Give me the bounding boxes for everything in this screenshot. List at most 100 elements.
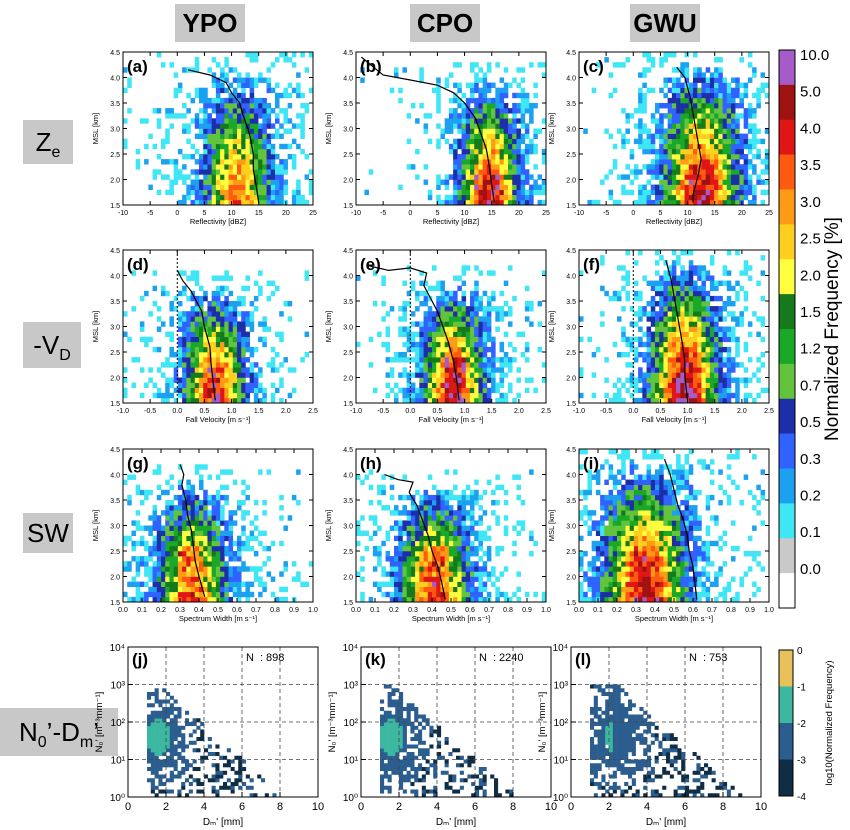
heat-cell (123, 87, 128, 94)
heat-cell (642, 138, 647, 145)
heat-cell (169, 571, 174, 577)
heat-cell (220, 387, 225, 394)
heat-cell (709, 392, 715, 399)
x-tick-label: 15 (488, 210, 496, 217)
heat-cell (650, 199, 656, 206)
heat-cell (667, 392, 673, 399)
heat-cell (457, 586, 462, 593)
heat-cell (161, 290, 166, 297)
heat-cell (646, 67, 652, 73)
heat-cell (650, 331, 656, 337)
heat-cell (676, 311, 681, 317)
heat-cell (478, 194, 483, 201)
heat-cell (432, 87, 437, 94)
heat-cell (228, 290, 234, 297)
heat-cell (680, 199, 685, 206)
heat-cell (410, 311, 416, 317)
heat-cell (270, 164, 276, 170)
heat-cell (520, 199, 526, 206)
column-header-text: GWU (633, 8, 697, 38)
heat-cell (470, 316, 475, 322)
heat-cell (156, 535, 162, 542)
heat-cell (215, 515, 221, 521)
heat-cell (207, 159, 212, 165)
heatmap-cells (583, 52, 770, 206)
heat-cell (482, 357, 488, 363)
heat-cell (688, 290, 694, 297)
heat-cell (194, 113, 200, 119)
heat-cell (211, 372, 217, 378)
heat-cell (697, 372, 702, 378)
heat-cell (537, 301, 543, 307)
heat-cell (486, 316, 492, 322)
heat-cell (684, 97, 690, 104)
heat-cell (211, 336, 217, 343)
column-header-ypo: YPO (175, 4, 245, 42)
heat-cell (722, 169, 728, 175)
heat-cell (680, 265, 685, 271)
panel-label: (d) (127, 255, 149, 274)
heat-cell (131, 306, 136, 312)
heat-cell (465, 377, 471, 383)
heat-cell (283, 164, 288, 170)
heat-cell (667, 103, 673, 109)
heat-cell (220, 352, 225, 358)
heat-cell (625, 387, 630, 394)
heat-cell (402, 591, 407, 598)
heat-cell (629, 341, 635, 348)
heat-cell (237, 505, 242, 511)
heat-cell (646, 128, 652, 134)
heat-cell (436, 596, 441, 603)
x-tick-label: 0.7 (251, 607, 261, 614)
heat-cell (123, 331, 128, 337)
heat-cell (726, 128, 732, 134)
heat-cell (152, 346, 158, 353)
heat-cell (520, 87, 526, 94)
x-tick-label: 10 (684, 210, 692, 217)
heat-cell (228, 530, 234, 536)
heat-cell (646, 352, 652, 358)
heat-cell (465, 336, 471, 343)
heat-cell (579, 316, 584, 322)
heat-cell (499, 397, 505, 404)
heat-cell (279, 331, 284, 337)
heat-cell (667, 306, 673, 312)
heat-cell (258, 184, 263, 190)
heat-cell (680, 62, 685, 68)
heat-cell (232, 133, 238, 139)
heat-cell (676, 108, 681, 114)
heat-cell (173, 571, 179, 577)
heat-cell (684, 290, 690, 297)
heat-cell (444, 316, 450, 322)
heat-cell (684, 321, 690, 327)
heat-cell (482, 159, 488, 165)
heat-cell (258, 72, 263, 78)
heat-cell (478, 123, 483, 129)
heat-cell (663, 372, 668, 378)
heat-cell (241, 164, 246, 170)
heat-cell (655, 321, 660, 327)
heat-cell (220, 469, 225, 475)
heat-cell (684, 62, 690, 68)
heat-cell (705, 164, 711, 170)
heat-cell (650, 392, 656, 399)
heat-cell (144, 336, 149, 343)
heat-cell (266, 164, 272, 170)
heat-cell (688, 382, 694, 388)
heat-cell (135, 510, 141, 516)
heat-cell (258, 189, 263, 196)
heat-cell (642, 72, 647, 78)
heat-cell (194, 184, 200, 190)
heat-cell (499, 367, 505, 373)
heat-cell (503, 108, 509, 114)
heat-cell (659, 397, 664, 404)
heat-cell (237, 397, 242, 404)
heat-cell (165, 505, 170, 511)
heat-cell (199, 346, 204, 353)
heat-cell (224, 138, 229, 145)
heat-cell (693, 306, 698, 312)
heat-cell (224, 97, 229, 104)
heat-cell (739, 148, 744, 155)
heat-cell (190, 510, 196, 516)
heat-cell (224, 530, 229, 536)
